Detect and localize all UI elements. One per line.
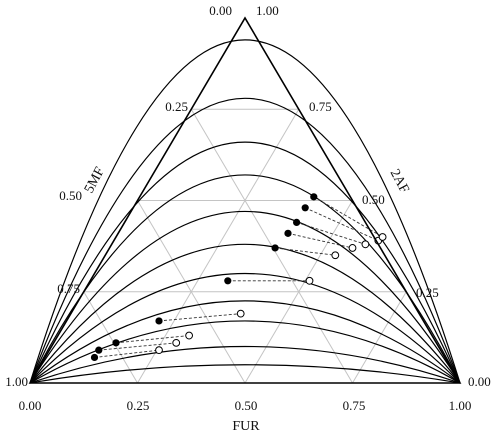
left-tick-3: 0.75 <box>57 281 80 296</box>
triangle-outline <box>28 16 462 384</box>
binodal-curve-0 <box>29 39 461 384</box>
axis-title-2af: 2AF <box>387 167 412 196</box>
left-tick-4: 1.00 <box>5 374 28 389</box>
tie-point-filled-0 <box>90 353 99 362</box>
binodal-curves <box>29 39 461 384</box>
binodal-curve-7 <box>29 300 461 384</box>
right-tick-0: 1.00 <box>256 3 279 18</box>
right-tick-1: 0.75 <box>309 99 332 114</box>
binodal-curve-4 <box>29 211 461 384</box>
tie-line-0 <box>94 349 160 358</box>
left-tick-1: 0.25 <box>165 99 188 114</box>
tie-point-filled-8 <box>301 204 309 212</box>
binodal-curve-5 <box>29 243 461 384</box>
grid-lines <box>83 108 407 384</box>
binodal-curve-2 <box>29 141 461 384</box>
triangle-frame <box>28 16 462 384</box>
tie-point-open-6 <box>348 244 357 252</box>
left-tick-2: 0.50 <box>59 188 82 203</box>
tie-point-filled-1 <box>95 346 103 354</box>
tie-point-filled-7 <box>293 218 301 226</box>
tie-line-2 <box>115 335 190 344</box>
bottom-tick-2: 0.50 <box>235 398 258 413</box>
grid-line-r-0.25 <box>83 291 138 384</box>
tie-line-3 <box>158 313 241 322</box>
tie-point-filled-4 <box>224 277 232 285</box>
tie-point-filled-9 <box>310 193 318 201</box>
axis-labels: 0.00 0.25 0.50 0.75 1.00 0.00 0.25 0.50 … <box>5 3 491 434</box>
tie-point-filled-2 <box>112 339 120 347</box>
binodal-curve-9 <box>29 345 461 384</box>
tie-line-7 <box>296 221 366 245</box>
binodal-curve-1 <box>29 97 461 384</box>
tie-point-open-9 <box>378 233 387 241</box>
binodal-curve-6 <box>29 272 461 384</box>
bottom-tick-4: 1.00 <box>449 398 472 413</box>
right-tick-4: 0.00 <box>468 374 491 389</box>
tie-point-open-5 <box>331 251 340 260</box>
grid-line-l-0.75 <box>352 291 407 384</box>
axis-title-fur: FUR <box>232 419 260 434</box>
tie-line-5 <box>275 247 336 256</box>
tie-line-6 <box>287 232 353 249</box>
tie-point-open-4 <box>305 276 314 285</box>
left-tick-0: 0.00 <box>209 3 232 18</box>
binodal-curve-3 <box>29 174 461 384</box>
binodal-curve-8 <box>29 320 461 384</box>
tie-point-filled-6 <box>284 229 292 237</box>
grid-line-r-0.5 <box>137 200 246 384</box>
right-tick-2: 0.50 <box>362 192 385 207</box>
tie-point-filled-3 <box>155 317 163 325</box>
tie-line-1 <box>98 342 177 351</box>
tie-line-8 <box>305 207 379 242</box>
tie-point-open-0 <box>155 346 163 355</box>
tie-point-filled-5 <box>271 244 279 252</box>
tie-point-open-3 <box>236 309 245 318</box>
right-tick-3: 0.25 <box>416 285 439 300</box>
tie-point-open-1 <box>172 338 181 347</box>
tie-point-open-7 <box>361 240 370 249</box>
axis-title-5mf: 5MF <box>82 165 108 196</box>
tie-line-9 <box>313 196 383 238</box>
tie-lines <box>90 193 387 362</box>
bottom-tick-0: 0.00 <box>19 398 42 413</box>
bottom-tick-1: 0.25 <box>127 398 150 413</box>
bottom-tick-3: 0.75 <box>343 398 366 413</box>
binodal-curve-10 <box>29 364 461 384</box>
tie-point-open-2 <box>185 331 194 340</box>
